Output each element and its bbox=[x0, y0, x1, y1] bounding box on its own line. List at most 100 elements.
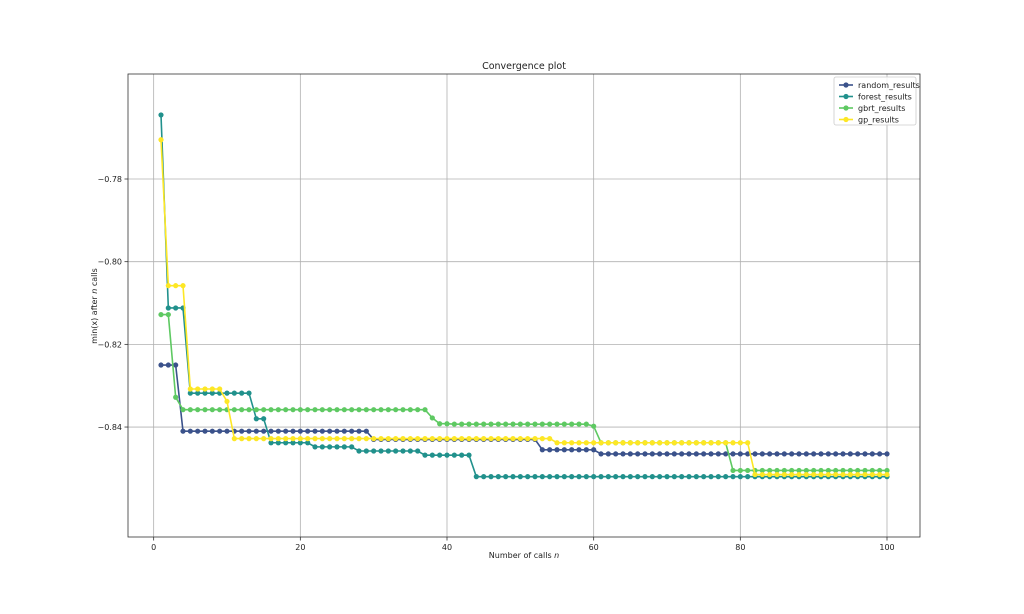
data-point bbox=[327, 407, 333, 413]
data-point bbox=[554, 474, 560, 480]
data-point bbox=[701, 451, 707, 457]
data-point bbox=[884, 467, 890, 474]
data-point bbox=[796, 467, 802, 474]
data-point bbox=[517, 421, 523, 427]
series-line bbox=[160, 139, 887, 476]
data-point bbox=[429, 415, 435, 421]
data-point bbox=[437, 452, 443, 458]
x-tick-label: 80 bbox=[735, 543, 745, 552]
data-point bbox=[664, 440, 670, 446]
data-point bbox=[385, 448, 391, 454]
data-point bbox=[261, 428, 267, 434]
x-axis-label: Number of calls n bbox=[489, 551, 559, 560]
data-point bbox=[481, 436, 487, 442]
data-point bbox=[525, 421, 531, 427]
data-point bbox=[393, 436, 399, 442]
data-point bbox=[855, 467, 861, 474]
data-point bbox=[781, 451, 787, 457]
data-point bbox=[561, 440, 567, 446]
data-point bbox=[341, 436, 347, 442]
data-point bbox=[393, 407, 399, 413]
legend-label: random_results bbox=[858, 81, 920, 90]
data-point bbox=[312, 436, 318, 442]
legend: random_results forest_results gbrt_results… bbox=[833, 76, 920, 126]
data-point bbox=[627, 474, 633, 480]
data-point bbox=[642, 451, 648, 457]
data-point bbox=[679, 440, 685, 446]
data-point bbox=[202, 407, 208, 413]
data-point bbox=[598, 474, 604, 480]
legend-label: forest_results bbox=[858, 93, 912, 102]
data-point bbox=[349, 436, 355, 442]
data-point bbox=[466, 436, 472, 442]
data-point bbox=[187, 407, 193, 413]
data-point bbox=[290, 440, 296, 446]
data-point bbox=[268, 436, 274, 442]
data-point bbox=[217, 428, 223, 434]
data-point bbox=[781, 467, 787, 474]
data-point bbox=[422, 452, 428, 458]
data-point bbox=[510, 436, 516, 442]
data-point bbox=[488, 474, 494, 480]
data-point bbox=[847, 451, 853, 457]
data-point bbox=[811, 471, 817, 478]
data-point bbox=[745, 474, 751, 480]
data-point bbox=[818, 451, 824, 457]
data-point bbox=[334, 436, 340, 442]
x-tick-label: 100 bbox=[879, 543, 894, 552]
data-point bbox=[737, 474, 743, 480]
data-point bbox=[312, 407, 318, 413]
data-point bbox=[209, 386, 215, 392]
series-gp_results bbox=[158, 137, 890, 478]
data-point bbox=[517, 436, 523, 442]
data-point bbox=[657, 440, 663, 446]
data-point bbox=[825, 467, 831, 474]
data-point bbox=[517, 474, 523, 480]
data-point bbox=[187, 428, 193, 434]
data-point bbox=[840, 471, 846, 478]
data-point bbox=[319, 428, 325, 434]
data-point bbox=[525, 474, 531, 480]
plot-frame bbox=[127, 73, 921, 538]
legend-entry: gp_results bbox=[839, 116, 899, 125]
data-point bbox=[187, 390, 193, 396]
data-point bbox=[495, 421, 501, 427]
data-point bbox=[708, 474, 714, 480]
data-point bbox=[297, 436, 303, 442]
data-point bbox=[657, 451, 663, 457]
data-point bbox=[224, 390, 230, 396]
data-point bbox=[327, 428, 333, 434]
legend-entry: gbrt_results bbox=[839, 104, 905, 113]
data-point bbox=[583, 474, 589, 480]
data-point bbox=[862, 451, 868, 457]
data-point bbox=[591, 423, 597, 429]
data-point bbox=[833, 471, 839, 478]
data-point bbox=[187, 386, 193, 392]
data-point bbox=[503, 421, 509, 427]
data-point bbox=[869, 467, 875, 474]
data-point bbox=[253, 416, 259, 422]
data-point bbox=[569, 447, 575, 453]
data-point bbox=[532, 436, 538, 442]
data-point bbox=[444, 452, 450, 458]
data-point bbox=[407, 407, 413, 413]
data-point bbox=[290, 436, 296, 442]
data-point bbox=[209, 407, 215, 413]
data-point bbox=[701, 474, 707, 480]
data-point bbox=[547, 436, 553, 442]
data-point bbox=[341, 428, 347, 434]
data-point bbox=[305, 428, 311, 434]
data-point bbox=[415, 448, 421, 454]
data-point bbox=[884, 451, 890, 457]
series-line bbox=[161, 364, 887, 455]
data-point bbox=[620, 451, 626, 457]
data-point bbox=[598, 451, 604, 457]
data-point bbox=[239, 407, 245, 413]
data-point bbox=[664, 474, 670, 480]
data-point bbox=[437, 436, 443, 442]
data-point bbox=[825, 451, 831, 457]
data-point bbox=[723, 451, 729, 457]
data-point bbox=[312, 444, 318, 450]
data-point bbox=[217, 407, 223, 413]
data-point bbox=[877, 467, 883, 474]
